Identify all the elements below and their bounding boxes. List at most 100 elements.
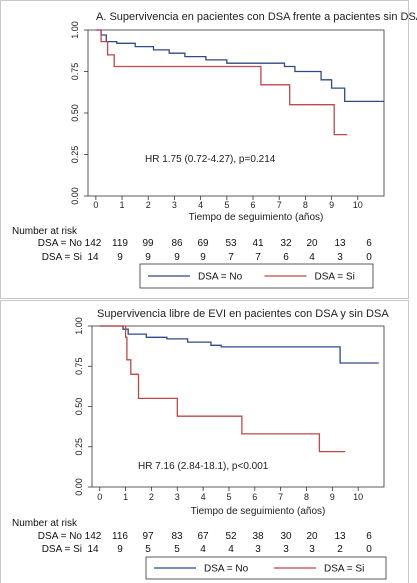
chart2-xtick-label: 2 bbox=[149, 492, 154, 502]
chart1-risk-value: 20 bbox=[306, 238, 318, 249]
chart1-risk-value: 9 bbox=[200, 252, 206, 263]
chart2-risk-value: 6 bbox=[366, 531, 372, 542]
chart2-xtick-label: 5 bbox=[226, 492, 231, 502]
chart2-risk-value: 38 bbox=[252, 531, 264, 542]
chart1-risk-value: 7 bbox=[255, 252, 261, 263]
chart2-risk-value: 3 bbox=[309, 544, 315, 555]
chart2-xaxis-label: Tiempo de seguimiento (años) bbox=[191, 506, 326, 517]
chart1-xtick-label: 0 bbox=[93, 200, 98, 210]
chart2-risk-row-label: DSA = No bbox=[38, 531, 83, 542]
chart1-risk-value: 6 bbox=[366, 238, 372, 249]
chart2-risk-value: 13 bbox=[334, 531, 346, 542]
chart1-risk-value: 32 bbox=[280, 238, 292, 249]
chart1-risk-value: 13 bbox=[334, 238, 346, 249]
chart1-hr-annotation: HR 1.75 (0.72-4.27), p=0.214 bbox=[145, 154, 276, 165]
chart1-xtick-label: 6 bbox=[251, 200, 256, 210]
chart2-hr-annotation: HR 7.16 (2.84-18.1), p<0.001 bbox=[138, 461, 269, 472]
chart1-risk-value: 119 bbox=[112, 238, 128, 249]
chart1-risk-value: 9 bbox=[117, 252, 123, 263]
chart2-risk-value: 4 bbox=[228, 544, 234, 555]
chart1-risk-heading: Number at risk bbox=[12, 226, 78, 237]
chart2-xtick-label: 9 bbox=[330, 492, 335, 502]
chart1-risk-value: 86 bbox=[171, 238, 183, 249]
chart2-ytick-label: 0.75 bbox=[74, 357, 84, 375]
chart1-risk-value: 142 bbox=[85, 238, 102, 249]
chart1-legend-label: DSA = No bbox=[198, 272, 243, 283]
chart2-risk-value: 30 bbox=[280, 531, 292, 542]
chart2-risk-row-label: DSA = Si bbox=[42, 544, 82, 555]
chart2-legend-label: DSA = Si bbox=[324, 564, 364, 575]
chart2-risk-value: 5 bbox=[145, 544, 151, 555]
chart1-xtick-label: 7 bbox=[277, 200, 282, 210]
chart1-xtick-label: 9 bbox=[329, 200, 334, 210]
chart1-risk-value: 9 bbox=[145, 252, 151, 263]
chart2-xtick-label: 0 bbox=[97, 492, 102, 502]
chart1-risk-value: 3 bbox=[337, 252, 343, 263]
chart1-legend-label: DSA = Si bbox=[315, 272, 355, 283]
chart1-plot-area bbox=[87, 29, 385, 197]
chart2-ytick-label: 0.00 bbox=[74, 478, 84, 496]
chart2-risk-value: 2 bbox=[337, 544, 343, 555]
chart2-risk-value: 9 bbox=[117, 544, 123, 555]
chart1-ytick-label: 1.00 bbox=[70, 21, 80, 39]
chart1-curve-dsa-si bbox=[95, 29, 348, 136]
chart2-risk-value: 3 bbox=[255, 544, 261, 555]
chart2-risk-value: 0 bbox=[366, 544, 372, 555]
chart2-risk-value: 52 bbox=[225, 531, 237, 542]
chart2-title: Supervivencia libre de EVI en pacientes … bbox=[97, 308, 389, 320]
chart2-curve-dsa-si bbox=[99, 325, 346, 453]
chart1-risk-value: 9 bbox=[174, 252, 180, 263]
chart2-xtick-label: 3 bbox=[175, 492, 180, 502]
chart1-xtick-label: 10 bbox=[353, 200, 363, 210]
chart1-ytick-label: 0.25 bbox=[70, 146, 80, 164]
chart1-xtick-label: 5 bbox=[224, 200, 229, 210]
chart2-risk-value: 3 bbox=[283, 544, 289, 555]
chart1-risk-value: 6 bbox=[283, 252, 289, 263]
chart1-risk-value: 99 bbox=[142, 238, 154, 249]
chart2-risk-value: 142 bbox=[85, 531, 102, 542]
chart1-risk-value: 41 bbox=[252, 238, 264, 249]
chart2-frame bbox=[0, 300, 409, 583]
chart2-xtick-label: 10 bbox=[353, 492, 363, 502]
chart2-ytick-label: 0.50 bbox=[74, 398, 84, 416]
chart1-frame bbox=[0, 0, 409, 299]
chart1-risk-value: 7 bbox=[228, 252, 234, 263]
chart2-risk-value: 20 bbox=[306, 531, 318, 542]
chart1-xtick-label: 4 bbox=[198, 200, 203, 210]
chart1-ytick-label: 0.50 bbox=[70, 104, 80, 122]
chart1-xtick-label: 2 bbox=[146, 200, 151, 210]
chart1-risk-value: 53 bbox=[225, 238, 237, 249]
chart2-xtick-label: 6 bbox=[252, 492, 257, 502]
chart2-risk-heading: Number at risk bbox=[12, 518, 78, 529]
chart2-xtick-label: 4 bbox=[201, 492, 206, 502]
chart2-risk-value: 116 bbox=[112, 531, 128, 542]
chart1-ytick-label: 0.75 bbox=[70, 63, 80, 81]
chart1-title: A. Supervivencia en pacientes con DSA fr… bbox=[96, 11, 417, 23]
chart2-ytick-label: 0.25 bbox=[74, 438, 84, 456]
chart1-risk-value: 0 bbox=[366, 252, 372, 263]
chart2-risk-value: 14 bbox=[87, 544, 99, 555]
chart2-risk-value: 67 bbox=[197, 531, 209, 542]
chart2-xtick-label: 7 bbox=[278, 492, 283, 502]
chart1-xtick-label: 3 bbox=[172, 200, 177, 210]
chart1-xtick-label: 1 bbox=[120, 200, 125, 210]
chart2-risk-value: 4 bbox=[200, 544, 206, 555]
chart2-legend-label: DSA = No bbox=[204, 564, 249, 575]
chart1-xaxis-label: Tiempo de seguimiento (años) bbox=[189, 212, 324, 223]
chart1-risk-value: 69 bbox=[197, 238, 209, 249]
chart1-risk-row-label: DSA = No bbox=[38, 238, 83, 249]
chart1-risk-value: 14 bbox=[87, 252, 99, 263]
chart2-legend-box bbox=[145, 556, 387, 580]
chart1-risk-value: 4 bbox=[309, 252, 315, 263]
chart2-ytick-label: 1.00 bbox=[74, 317, 84, 335]
chart2-risk-value: 97 bbox=[142, 531, 154, 542]
chart2-risk-value: 5 bbox=[174, 544, 180, 555]
chart2-curve-dsa-no bbox=[99, 325, 379, 364]
chart1-ytick-label: 0.00 bbox=[70, 187, 80, 205]
chart1-risk-row-label: DSA = Si bbox=[42, 252, 82, 263]
chart2-xtick-label: 1 bbox=[123, 492, 128, 502]
chart2-risk-value: 83 bbox=[171, 531, 183, 542]
chart1-curve-dsa-no bbox=[95, 29, 384, 103]
chart2-xtick-label: 8 bbox=[304, 492, 309, 502]
